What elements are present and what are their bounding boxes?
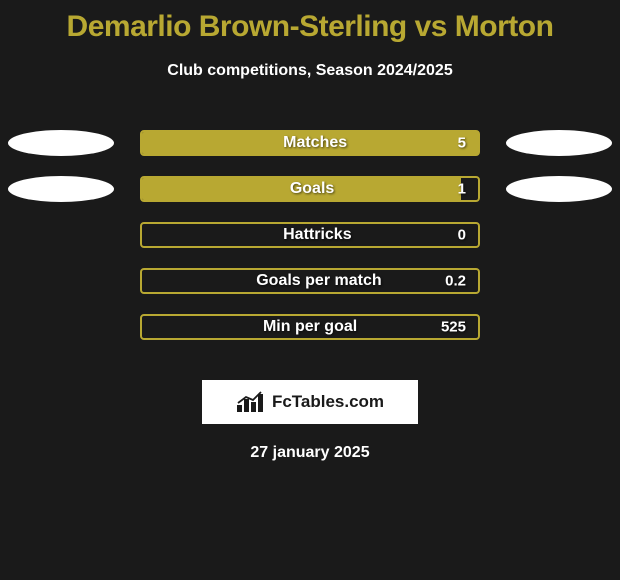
bar-outer: Matches 5 — [140, 130, 480, 156]
stat-bar: Goals 1 — [140, 176, 480, 202]
page-subtitle: Club competitions, Season 2024/2025 — [0, 62, 620, 80]
ellipse-left — [8, 176, 114, 202]
stat-row: Matches 5 — [0, 120, 620, 166]
ellipse-right — [506, 130, 612, 156]
ellipse-left — [8, 130, 114, 156]
footer-badge[interactable]: FcTables.com — [202, 380, 418, 424]
stat-label: Goals per match — [256, 272, 381, 290]
bar-outer: Min per goal 525 — [140, 314, 480, 340]
stat-label: Min per goal — [263, 318, 357, 336]
stat-value: 0 — [458, 227, 466, 244]
ellipse-right — [506, 176, 612, 202]
stat-value: 5 — [458, 135, 466, 152]
stat-value: 525 — [441, 319, 466, 336]
stat-bar: Matches 5 — [140, 130, 480, 156]
stat-bar: Goals per match 0.2 — [140, 268, 480, 294]
stat-row: Goals per match 0.2 — [0, 258, 620, 304]
stat-label: Hattricks — [283, 226, 351, 244]
bar-outer: Hattricks 0 — [140, 222, 480, 248]
stat-row: Min per goal 525 — [0, 304, 620, 350]
stat-row: Goals 1 — [0, 166, 620, 212]
stat-row: Hattricks 0 — [0, 212, 620, 258]
stat-bar: Hattricks 0 — [140, 222, 480, 248]
barchart-icon — [236, 391, 266, 413]
stat-value: 1 — [458, 181, 466, 198]
stat-label: Matches — [283, 134, 347, 152]
bar-outer: Goals 1 — [140, 176, 480, 202]
page-title: Demarlio Brown-Sterling vs Morton — [0, 0, 620, 44]
footer-brand-text: FcTables.com — [272, 392, 384, 412]
stat-label: Goals — [290, 180, 334, 198]
stat-bar: Min per goal 525 — [140, 314, 480, 340]
footer-date: 27 january 2025 — [0, 444, 620, 462]
bar-outer: Goals per match 0.2 — [140, 268, 480, 294]
stats-area: Matches 5 Goals 1 Hattricks 0 Goals per match 0… — [0, 120, 620, 350]
stat-value: 0.2 — [445, 273, 466, 290]
